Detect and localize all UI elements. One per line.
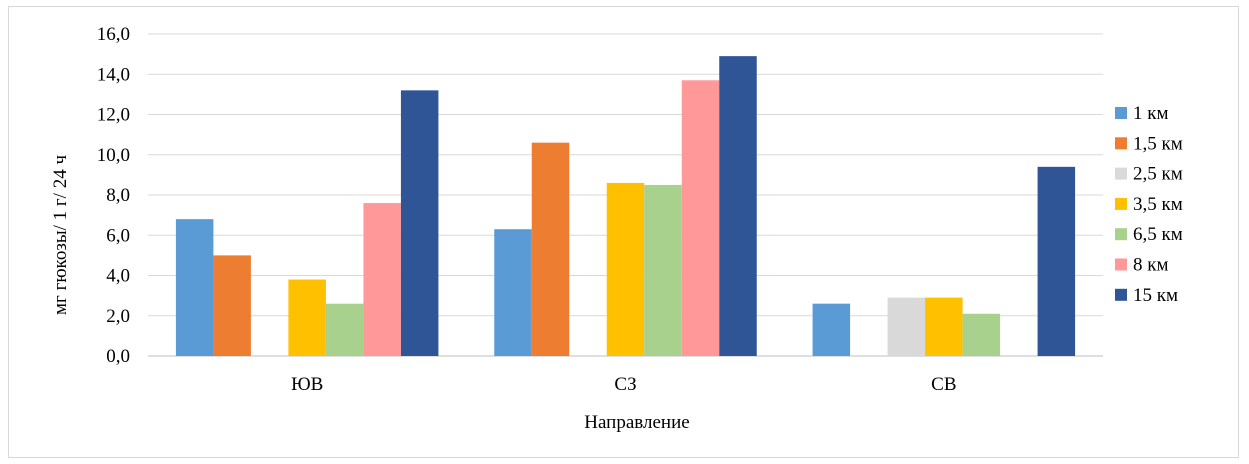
legend-label: 1,5 км [1133, 133, 1183, 154]
bar [719, 56, 757, 356]
x-tick-label: СВ [931, 374, 956, 395]
bar [288, 279, 326, 356]
bar [644, 184, 682, 356]
bar [494, 229, 532, 356]
legend-swatch [1115, 107, 1127, 119]
y-axis-title: мг гюкозы/ 1 г/ 24 ч [50, 155, 71, 315]
y-tick-label: 10,0 [97, 145, 130, 166]
y-tick-label: 2,0 [106, 306, 130, 327]
legend-swatch [1115, 197, 1127, 210]
x-tick-label: СЗ [614, 374, 636, 395]
bar [1037, 166, 1076, 356]
legend-swatch [1115, 167, 1127, 180]
y-tick-labels: 0,0 2,0 4,0 6,0 8,0 10,0 12,0 14,0 16,0 [97, 24, 130, 367]
legend-swatch [1115, 288, 1127, 301]
legend-label: 15 км [1133, 285, 1178, 306]
legend-swatch [1115, 258, 1127, 271]
bar [606, 182, 645, 356]
x-tick-labels: ЮВ СЗ СВ [291, 374, 956, 395]
y-tick-label: 16,0 [97, 24, 130, 45]
legend-label: 1 км [1133, 103, 1169, 124]
bar [681, 80, 720, 356]
legend-label: 6,5 км [1133, 224, 1183, 245]
x-axis-title: Направление [584, 412, 689, 433]
legend-swatch [1115, 137, 1127, 150]
legend-swatch [1115, 228, 1127, 241]
y-tick-label: 4,0 [106, 266, 130, 287]
y-tick-label: 8,0 [106, 185, 130, 206]
bars [175, 56, 1076, 356]
bar [175, 219, 214, 356]
y-tick-label: 12,0 [97, 105, 130, 126]
bar [363, 203, 401, 356]
legend: 1 км 1,5 км 2,5 км 3,5 км 6,5 км 8 км 15 км [1115, 103, 1183, 306]
bar [531, 142, 570, 356]
bar [887, 297, 926, 356]
y-tick-label: 6,0 [106, 225, 130, 246]
bar [925, 297, 963, 356]
legend-label: 3,5 км [1133, 194, 1183, 215]
y-tick-label: 14,0 [97, 64, 130, 85]
bar [962, 313, 1001, 356]
bar [400, 90, 439, 356]
bar [812, 303, 851, 356]
legend-label: 2,5 км [1133, 164, 1183, 185]
x-tick-label: ЮВ [291, 374, 323, 395]
bar [325, 303, 364, 356]
bar [213, 255, 251, 356]
legend-label: 8 км [1133, 255, 1169, 276]
y-tick-label: 0,0 [106, 346, 130, 367]
